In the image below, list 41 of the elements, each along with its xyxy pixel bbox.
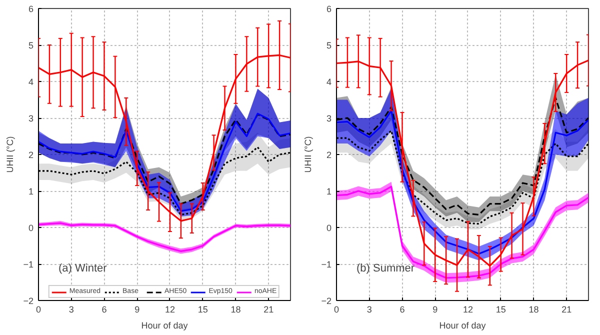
y-tick-label: −1 (23, 260, 34, 270)
y-tick-label: 6 (326, 4, 332, 14)
annotation: (b) Summer (356, 262, 415, 274)
x-tick-label: 0 (334, 304, 340, 314)
x-tick-label: 18 (230, 304, 241, 314)
x-tick-label: 15 (198, 304, 208, 314)
x-tick-label: 12 (164, 304, 175, 314)
x-tick-label: 0 (36, 304, 42, 314)
y-axis-title: UHII (°C) (5, 136, 16, 173)
y-tick-label: 0 (28, 223, 34, 233)
x-tick-label: 9 (134, 304, 140, 314)
x-tick-label: 12 (462, 304, 473, 314)
y-tick-label: −2 (23, 296, 34, 306)
x-tick-label: 18 (528, 304, 539, 314)
y-axis-title: UHII (°C) (303, 136, 314, 173)
y-tick-label: 5 (28, 40, 34, 50)
y-tick-label: 6 (28, 4, 34, 14)
y-tick-label: −1 (321, 260, 332, 270)
x-tick-label: 15 (496, 304, 506, 314)
y-tick-label: −2 (321, 296, 332, 306)
annotation: (a) Winter (58, 262, 108, 274)
x-axis-title: Hour of day (141, 320, 188, 330)
x-tick-label: 3 (366, 304, 372, 314)
y-tick-label: 2 (326, 150, 332, 160)
y-tick-label: 1 (326, 186, 332, 196)
line-series (336, 110, 588, 255)
y-tick-label: 5 (326, 40, 332, 50)
y-tick-label: 4 (28, 77, 34, 87)
x-tick-label: 21 (264, 304, 274, 314)
y-tick-label: 4 (326, 77, 332, 87)
y-tick-label: 2 (28, 150, 34, 160)
y-tick-label: 3 (326, 114, 332, 124)
x-tick-label: 21 (562, 304, 572, 314)
y-tick-label: 0 (326, 223, 332, 233)
x-axis-title: Hour of day (439, 320, 486, 330)
y-tick-label: 3 (28, 114, 34, 124)
x-tick-label: 6 (400, 304, 405, 314)
x-tick-label: 6 (102, 304, 107, 314)
x-tick-label: 3 (68, 304, 74, 314)
x-tick-label: 9 (432, 304, 438, 314)
y-tick-label: 1 (28, 186, 34, 196)
